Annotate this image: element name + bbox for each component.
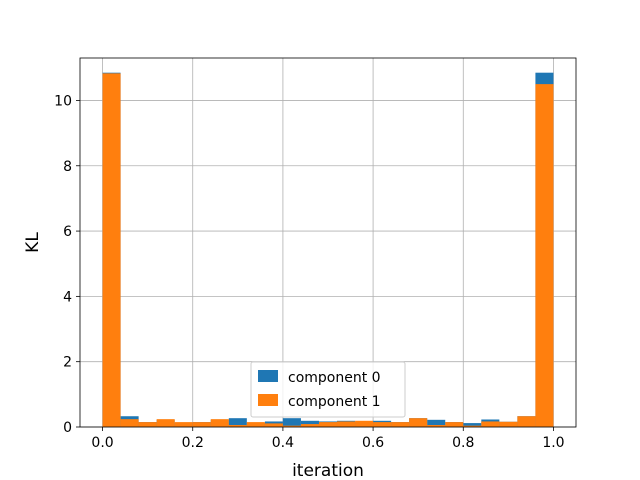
bar-series-1-bin-7 xyxy=(228,425,247,427)
bar-series-1-bin-1 xyxy=(120,419,139,427)
bar-series-1-bin-17 xyxy=(409,418,428,427)
bar-series-0-bin-10 xyxy=(282,418,301,427)
legend: component 0 component 1 xyxy=(250,361,406,418)
bar-series-1-bin-23 xyxy=(517,416,536,427)
x-tick-label-4: 0.8 xyxy=(452,435,474,451)
bar-series-1-bin-3 xyxy=(156,419,175,427)
bar-series-1-bin-14 xyxy=(355,420,374,427)
legend-box xyxy=(250,361,406,418)
bar-series-1-bin-0 xyxy=(102,73,121,428)
bar-series-1-bin-6 xyxy=(210,419,229,427)
bar-series-1-bin-4 xyxy=(174,422,193,427)
bar-series-1-bin-18 xyxy=(427,425,446,427)
bar-series-0-bin-18 xyxy=(427,419,446,427)
y-tick-label-3: 6 xyxy=(63,224,72,240)
bar-series-1-bin-13 xyxy=(337,421,356,427)
x-tick-label-0: 0.0 xyxy=(91,435,113,451)
bar-series-1-bin-21 xyxy=(481,421,500,427)
y-tick-label-1: 2 xyxy=(63,355,72,371)
y-tick-label-2: 4 xyxy=(63,289,72,305)
y-tick-label-5: 10 xyxy=(54,93,72,109)
x-tick-label-1: 0.2 xyxy=(182,435,204,451)
legend-label-component-0: component 0 xyxy=(288,370,381,386)
x-axis-ticks: 0.0 0.2 0.4 0.6 0.8 1.0 xyxy=(91,427,565,451)
bar-series-1-bin-20 xyxy=(463,425,482,427)
bar-series-0-bin-20 xyxy=(463,423,482,427)
bar-series-1-bin-12 xyxy=(318,422,338,427)
x-tick-label-5: 1.0 xyxy=(542,435,564,451)
bar-series-1-bin-24 xyxy=(535,84,554,427)
bar-series-1-bin-8 xyxy=(246,422,265,427)
bar-series-1-bin-5 xyxy=(192,422,211,427)
legend-swatch-component-0 xyxy=(258,370,278,382)
y-tick-label-4: 8 xyxy=(63,159,72,175)
bar-series-1-bin-9 xyxy=(264,423,283,427)
bar-series-0-bin-7 xyxy=(228,418,247,427)
x-tick-label-3: 0.6 xyxy=(362,435,384,451)
legend-swatch-component-1 xyxy=(258,394,278,406)
bar-series-1-bin-15 xyxy=(373,422,392,427)
bar-series-1-bin-19 xyxy=(445,422,464,427)
bar-series-0-bin-11 xyxy=(300,420,319,427)
x-axis-label: iteration xyxy=(292,461,364,480)
axes-frame xyxy=(79,57,577,428)
x-tick-label-2: 0.4 xyxy=(272,435,294,451)
y-axis-label: KL xyxy=(23,232,43,253)
bar-series-1-bin-10 xyxy=(282,425,301,427)
y-tick-label-0: 0 xyxy=(63,420,72,436)
bars xyxy=(102,72,554,428)
bar-series-1-bin-2 xyxy=(138,422,157,427)
bar-series-1-bin-22 xyxy=(499,421,518,427)
bar-series-1-bin-11 xyxy=(300,424,319,427)
y-axis-ticks: 0 2 4 6 8 10 xyxy=(54,93,80,436)
legend-label-component-1: component 1 xyxy=(288,394,381,410)
bar-series-1-bin-16 xyxy=(391,422,410,427)
